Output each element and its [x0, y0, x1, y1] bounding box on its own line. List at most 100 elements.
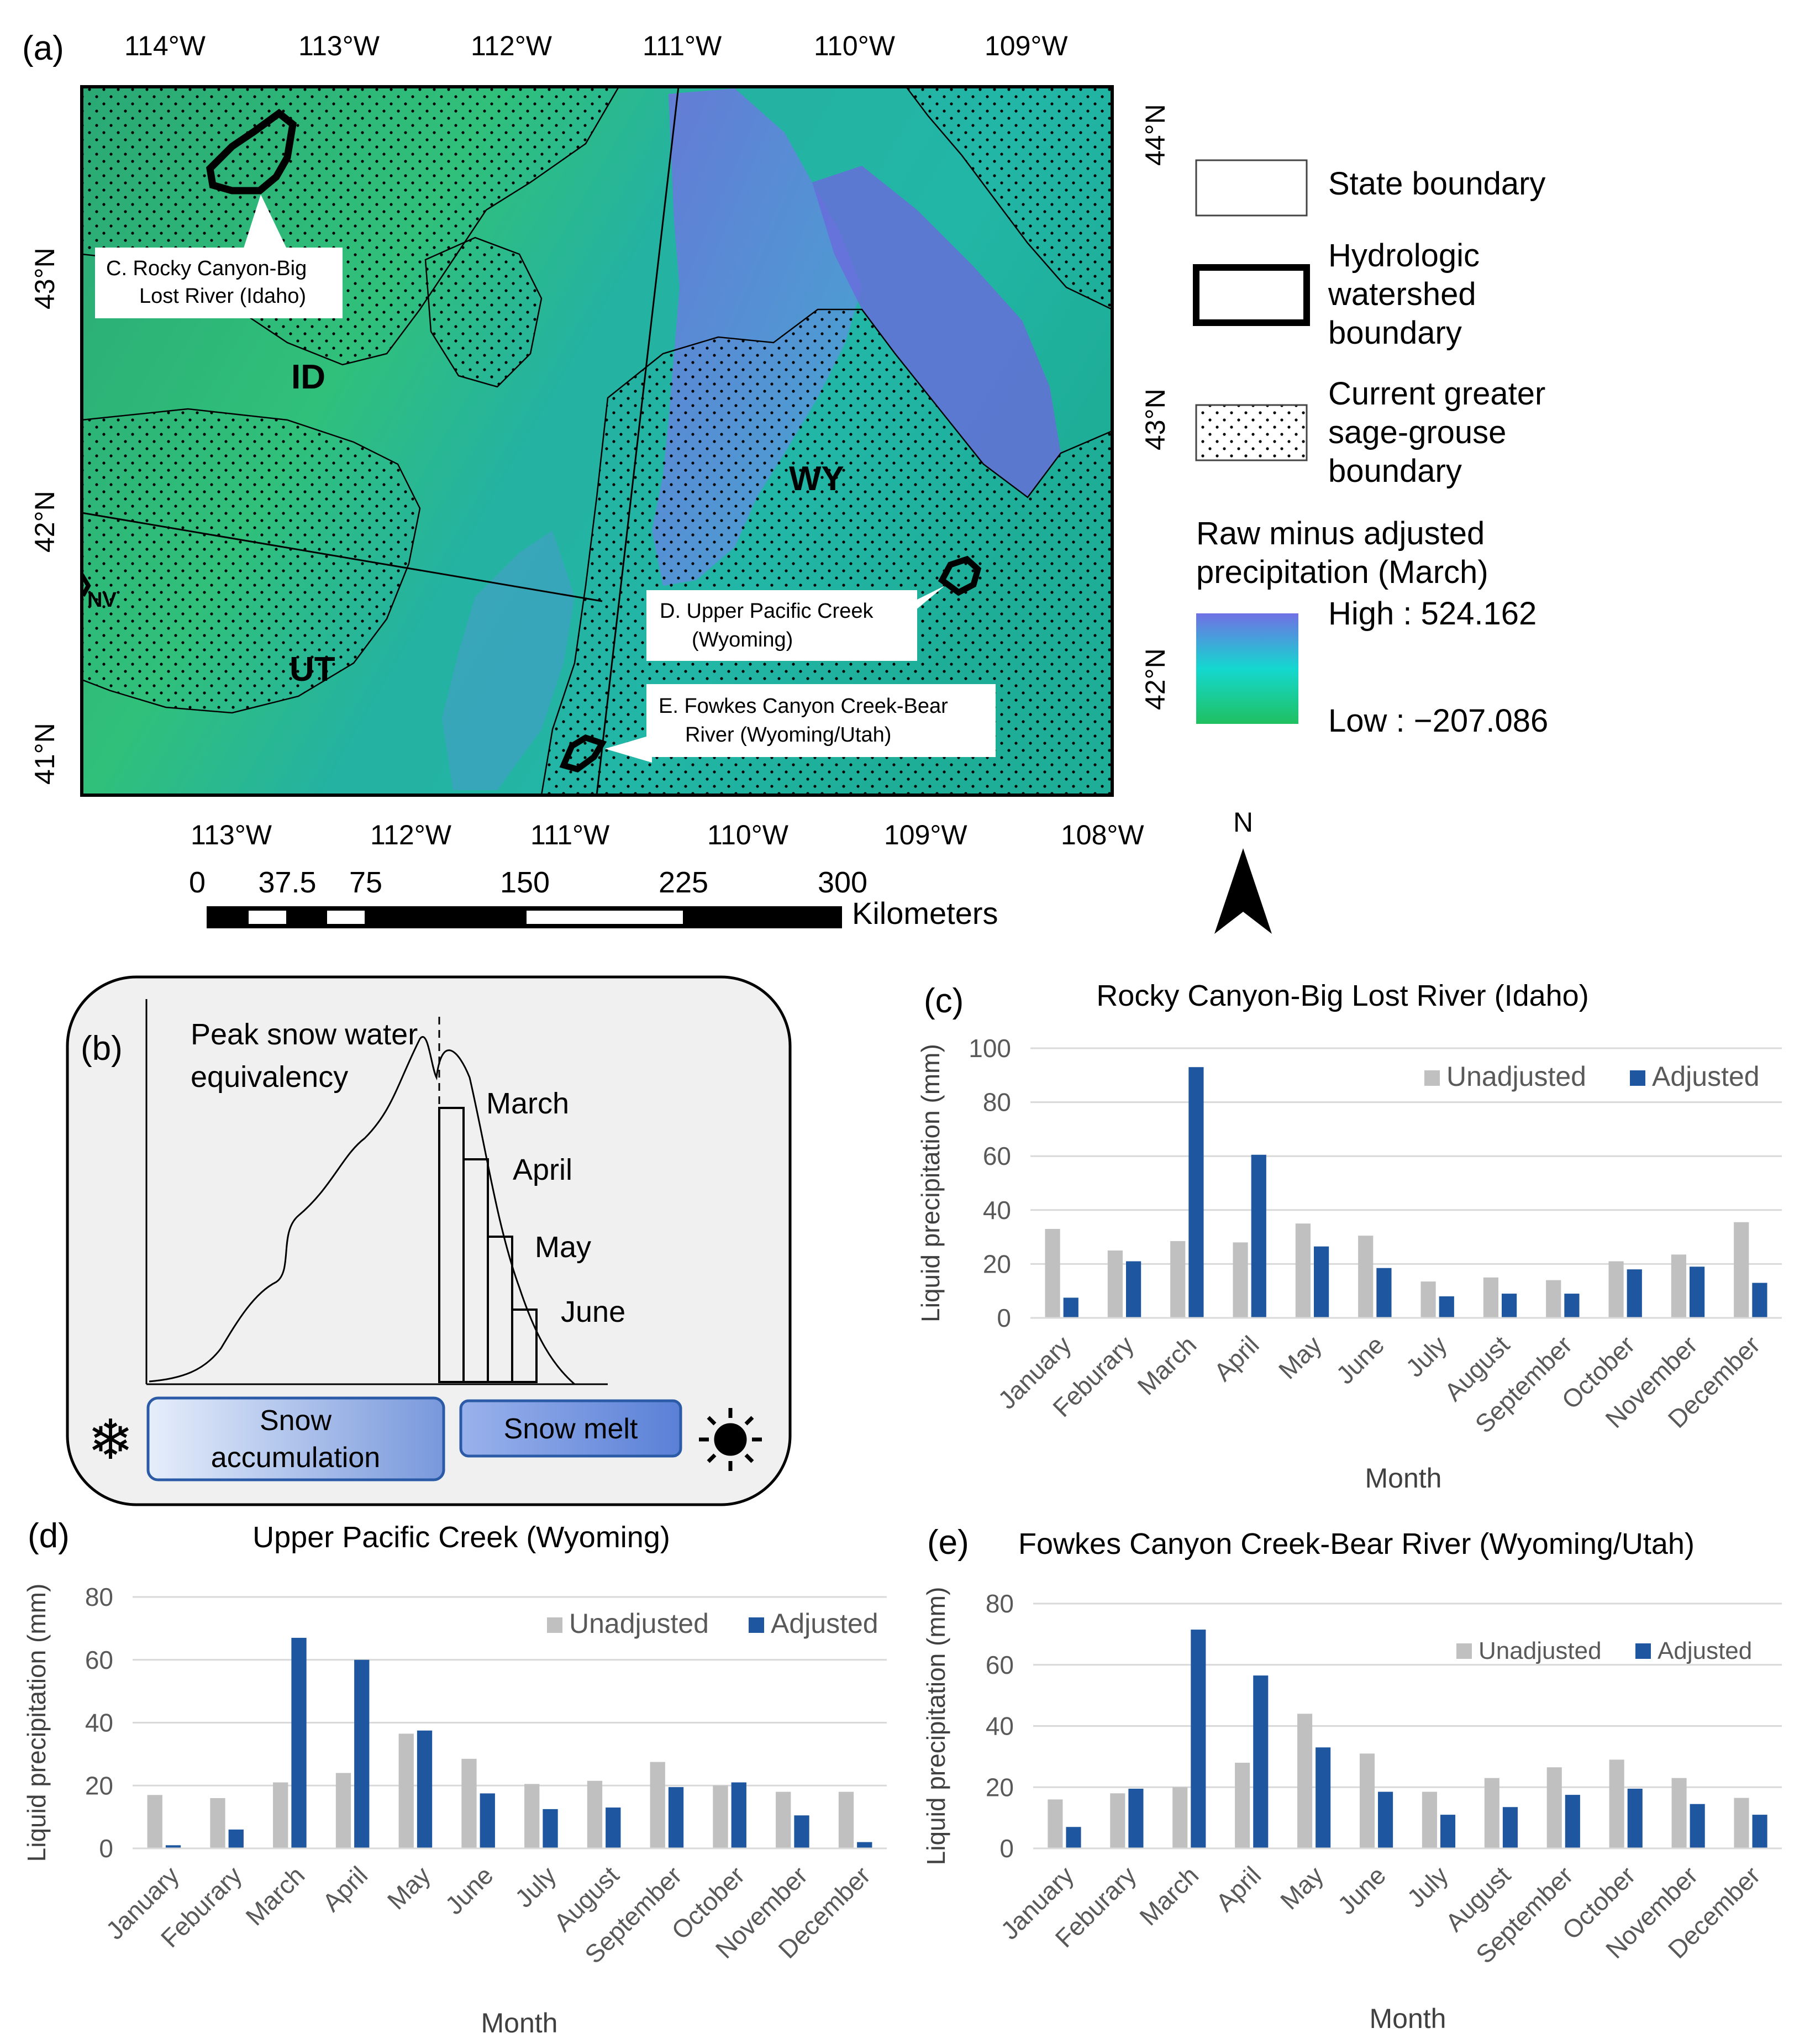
scale-unit: Kilometers: [852, 896, 998, 931]
bar-unadjusted: [1295, 1223, 1311, 1318]
bar-adjusted: [1690, 1804, 1705, 1848]
watershed-nv-edge: [82, 573, 91, 597]
top-tick: 111°W: [643, 30, 722, 61]
callout-upper-pacific: D. Upper Pacific Creek (Wyoming): [646, 586, 945, 661]
top-tick: 112°W: [471, 30, 553, 61]
legend-label-adjusted: Adjusted: [1652, 1061, 1760, 1092]
bar-unadjusted: [1358, 1236, 1374, 1318]
watershed-rocky-canyon: [206, 108, 297, 195]
sun-icon: [699, 1408, 762, 1471]
bar-adjusted: [731, 1782, 746, 1848]
bar-adjusted: [857, 1842, 872, 1848]
bar-adjusted: [1126, 1261, 1141, 1318]
month-label-may: May: [535, 1231, 591, 1264]
state-boundary-id-ut: [82, 512, 603, 602]
x-tick-label: July: [1401, 1861, 1454, 1913]
top-tick: 109°W: [985, 30, 1068, 61]
accumulation-line1: Snow: [260, 1405, 332, 1437]
right-tick: 43°N: [1140, 388, 1171, 450]
bar-adjusted: [794, 1815, 809, 1848]
left-tick: 41°N: [29, 723, 60, 785]
bar-unadjusted: [461, 1758, 477, 1848]
scale-tick-label: 300: [818, 866, 867, 899]
legend-watershed-line3: boundary: [1328, 315, 1462, 351]
legend-sagegrouse-swatch: [1195, 404, 1308, 461]
state-boundary-id-wy: [596, 87, 680, 795]
bar-unadjusted: [1170, 1241, 1186, 1318]
scale-bar: 0 37.5 75 150 225 300 Kilometers: [189, 866, 998, 931]
legend-watershed-line2: watershed: [1328, 276, 1476, 312]
y-tick-label: 20: [983, 1249, 1011, 1278]
bar-adjusted: [1314, 1246, 1329, 1318]
watershed-upper-pacific: [938, 555, 982, 596]
bar-unadjusted: [1420, 1281, 1436, 1318]
bar-unadjusted: [1233, 1242, 1248, 1318]
bar-unadjusted: [273, 1782, 288, 1848]
bar-adjusted: [1752, 1283, 1767, 1318]
panel-label-a: (a): [22, 29, 64, 67]
legend-state-swatch: [1195, 159, 1308, 217]
map-legend: State boundary Hydrologic watershed boun…: [1193, 159, 1548, 739]
bottom-tick: 109°W: [884, 819, 967, 850]
legend-watershed-swatch: [1193, 264, 1310, 326]
legend-label-unadjusted: Unadjusted: [1478, 1637, 1602, 1664]
bar-unadjusted: [1048, 1799, 1063, 1848]
bar-adjusted: [606, 1807, 621, 1848]
wasatch-terrain: [442, 530, 575, 790]
callout-upper-pacific-line2: (Wyoming): [692, 628, 793, 651]
bar-adjusted: [1191, 1630, 1206, 1848]
right-tick: 44°N: [1140, 104, 1171, 166]
scale-tick-label: 75: [349, 866, 382, 899]
legend-state-label: State boundary: [1328, 166, 1545, 202]
bar-unadjusted: [587, 1780, 603, 1848]
legend-swatch-unadjusted: [1456, 1643, 1472, 1659]
y-tick-label: 60: [983, 1142, 1011, 1170]
month-label-june: June: [561, 1295, 625, 1328]
bottom-tick: 112°W: [370, 819, 452, 850]
x-axis-label: Month: [481, 2008, 558, 2038]
sage-grouse-area-central: [424, 237, 543, 388]
legend-label-adjusted: Adjusted: [771, 1608, 878, 1639]
callout-rocky-canyon-line2: Lost River (Idaho): [139, 285, 306, 308]
bar-unadjusted: [1671, 1254, 1686, 1318]
bar-unadjusted: [838, 1791, 854, 1848]
bar-unadjusted: [1422, 1791, 1437, 1848]
x-tick-label: May: [1275, 1861, 1329, 1915]
bar-adjusted: [228, 1829, 244, 1848]
bottom-tick: 111°W: [530, 819, 610, 850]
bar-unadjusted: [335, 1773, 351, 1848]
top-tick: 110°W: [814, 30, 896, 61]
x-tick-label: May: [382, 1861, 436, 1915]
swe-curve: [149, 1036, 575, 1385]
callout-rocky-canyon-line1: C. Rocky Canyon-Big: [106, 257, 307, 280]
state-label-nv: NV: [87, 588, 117, 612]
scale-tick-label: 225: [659, 866, 708, 899]
bar-adjusted: [1128, 1789, 1144, 1848]
north-label: N: [1233, 807, 1253, 838]
bar-unadjusted: [1609, 1759, 1624, 1848]
left-tick: 42°N: [29, 491, 60, 553]
legend-swatch-unadjusted: [1424, 1070, 1440, 1086]
bar-adjusted: [1316, 1747, 1331, 1848]
x-tick-label: June: [1332, 1861, 1391, 1920]
snow-diagram: (b) Peak snow water equivalency March Ap…: [66, 975, 792, 1506]
bar-adjusted: [1440, 1815, 1456, 1848]
y-axis-label: Liquid precipitation (mm): [922, 1587, 950, 1866]
bar-unadjusted: [1671, 1778, 1687, 1848]
bar-adjusted: [1378, 1791, 1393, 1848]
bar-unadjusted: [713, 1785, 728, 1848]
bar-unadjusted: [1546, 1767, 1562, 1848]
bar-adjusted: [1502, 1807, 1518, 1848]
bar-adjusted: [1066, 1827, 1081, 1848]
callout-rocky-canyon: C. Rocky Canyon-Big Lost River (Idaho): [95, 195, 343, 318]
y-tick-label: 20: [85, 1771, 113, 1800]
map-border: [80, 85, 1114, 797]
x-tick-label: April: [1210, 1861, 1266, 1917]
bar-adjusted: [291, 1637, 307, 1848]
sage-grouse-area-utah: [82, 408, 421, 714]
bar-unadjusted: [776, 1791, 791, 1848]
x-tick-label: April: [1208, 1330, 1265, 1386]
y-tick-label: 20: [986, 1773, 1014, 1801]
state-label-ut: UT: [290, 650, 335, 689]
